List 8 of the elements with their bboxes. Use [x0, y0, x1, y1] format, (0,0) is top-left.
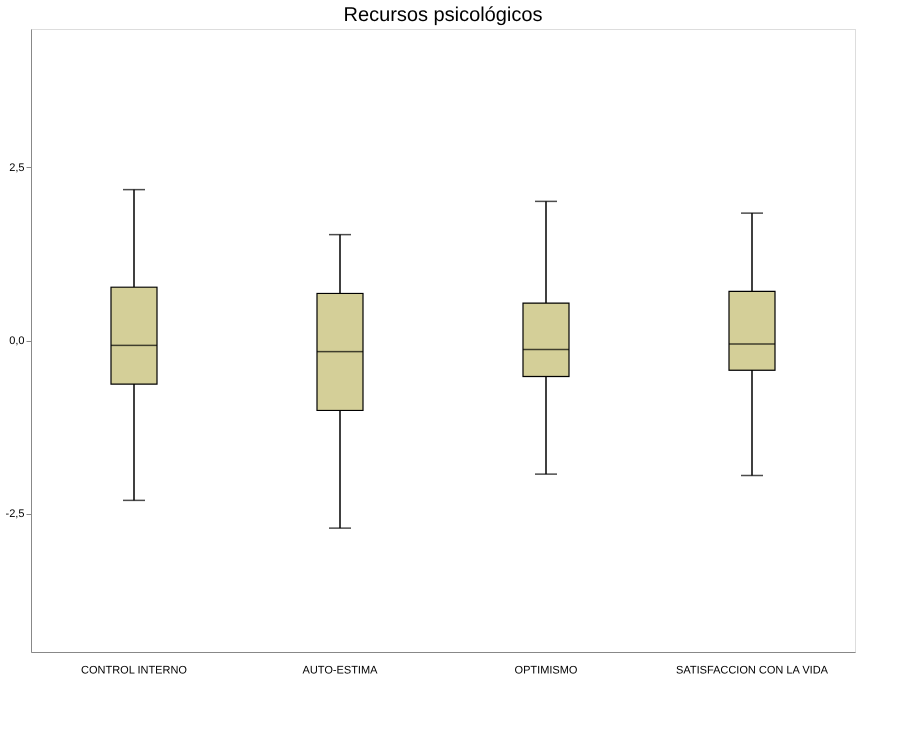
y-tick-label: 2,5: [9, 162, 24, 174]
x-tick-label: CONTROL INTERNO: [81, 664, 188, 676]
y-tick-label: -2,5: [6, 508, 24, 520]
x-tick-label: AUTO-ESTIMA: [302, 664, 378, 676]
x-tick-label: SATISFACCION CON LA VIDA: [676, 664, 829, 676]
y-tick-label: 0,0: [9, 335, 24, 347]
chart-title: Recursos psicológicos: [344, 4, 542, 26]
x-tick-label: OPTIMISMO: [514, 664, 578, 676]
